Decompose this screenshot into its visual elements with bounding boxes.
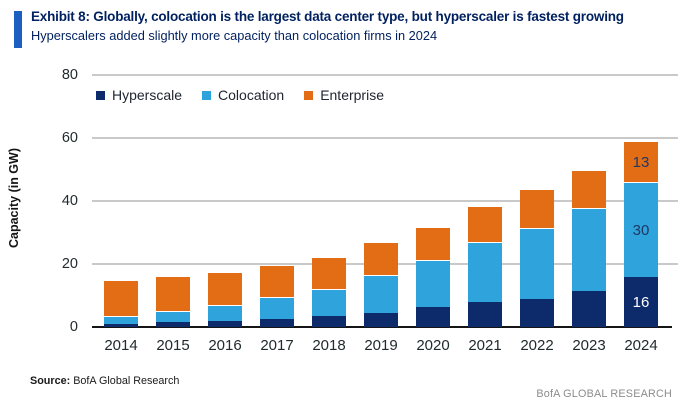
- x-axis-label-2024: 2024: [624, 337, 658, 354]
- x-axis-label-2018: 2018: [312, 337, 346, 354]
- legend-item-enterprise: Enterprise: [304, 87, 384, 103]
- x-axis-label-2015: 2015: [156, 337, 190, 354]
- source-label: Source:: [30, 375, 71, 387]
- bar-segment-hyperscale-2024-labeled: 16: [624, 277, 658, 327]
- gridline-40: [92, 200, 678, 202]
- bar-segment-hyperscale-2022: [520, 299, 554, 327]
- title-accent-bar: [14, 11, 22, 48]
- y-tick-label-20: 20: [61, 256, 78, 272]
- bar-segment-hyperscale-2018: [312, 316, 346, 327]
- bar-segment-hyperscale-2021: [468, 302, 502, 327]
- legend-label-hyperscale: Hyperscale: [112, 87, 183, 103]
- enterprise-swatch-icon: [304, 90, 314, 100]
- bar-segment-enterprise-2019: [364, 242, 398, 275]
- bar-segment-colocation-2020: [416, 260, 450, 307]
- bar-segment-colocation-2014: [104, 316, 138, 324]
- bar-segment-colocation-2021: [468, 242, 502, 302]
- bar-segment-colocation-2017: [260, 297, 294, 319]
- bar-segment-hyperscale-2015: [156, 322, 190, 327]
- bar-segment-enterprise-2020: [416, 227, 450, 260]
- gridline-60: [92, 137, 678, 139]
- bar-segment-hyperscale-2014: [104, 324, 138, 327]
- x-axis-label-2021: 2021: [468, 337, 502, 354]
- y-tick-label-80: 80: [61, 67, 78, 83]
- x-axis-line: [92, 326, 672, 328]
- colocation-swatch-icon: [202, 90, 212, 100]
- chart-legend: Hyperscale Colocation Enterprise: [96, 87, 384, 103]
- source-line: Source: BofA Global Research: [30, 375, 179, 387]
- bar-segment-hyperscale-2020: [416, 307, 450, 327]
- bar-segment-enterprise-2017: [260, 265, 294, 297]
- bar-segment-enterprise-2024-labeled: 13: [624, 141, 658, 182]
- y-tick-label-60: 60: [61, 130, 78, 146]
- bar-segment-hyperscale-2023: [572, 291, 606, 327]
- legend-item-hyperscale: Hyperscale: [96, 87, 182, 103]
- bar-segment-enterprise-2021: [468, 206, 502, 242]
- bar-segment-enterprise-2016: [208, 272, 242, 305]
- bar-segment-enterprise-2022: [520, 189, 554, 228]
- bar-segment-enterprise-2014: [104, 280, 138, 316]
- legend-item-colocation: Colocation: [202, 87, 284, 103]
- x-axis-label-2022: 2022: [520, 337, 554, 354]
- bar-segment-colocation-2015: [156, 311, 190, 322]
- x-axis-label-2014: 2014: [104, 337, 138, 354]
- bar-segment-enterprise-2015: [156, 276, 190, 311]
- y-axis-title: Capacity (in GW): [7, 148, 21, 249]
- bar-segment-enterprise-2018: [312, 257, 346, 289]
- bar-segment-colocation-2023: [572, 208, 606, 291]
- bar-segment-hyperscale-2017: [260, 319, 294, 327]
- y-tick-label-40: 40: [61, 193, 78, 209]
- source-text: BofA Global Research: [70, 375, 180, 387]
- bar-segment-colocation-2018: [312, 289, 346, 316]
- chart-title: Exhibit 8: Globally, colocation is the l…: [31, 9, 624, 24]
- bar-segment-colocation-2022: [520, 228, 554, 299]
- bar-segment-colocation-2024-labeled: 30: [624, 182, 658, 277]
- legend-label-colocation: Colocation: [218, 87, 285, 103]
- legend-label-enterprise: Enterprise: [320, 87, 384, 103]
- x-axis-label-2019: 2019: [364, 337, 398, 354]
- bar-segment-hyperscale-2019: [364, 313, 398, 327]
- hyperscale-swatch-icon: [96, 90, 105, 100]
- x-axis-label-2023: 2023: [572, 337, 606, 354]
- bar-segment-enterprise-2023: [572, 170, 606, 208]
- x-axis-label-2020: 2020: [416, 337, 450, 354]
- bar-segment-hyperscale-2016: [208, 321, 242, 327]
- y-tick-label-0: 0: [69, 319, 78, 335]
- bar-segment-colocation-2019: [364, 275, 398, 313]
- brand-footer: BofA GLOBAL RESEARCH: [536, 388, 672, 400]
- chart-subtitle: Hyperscalers added slightly more capacit…: [31, 28, 438, 43]
- gridline-80: [92, 74, 678, 76]
- x-axis-label-2016: 2016: [208, 337, 242, 354]
- x-axis-label-2017: 2017: [260, 337, 294, 354]
- bar-segment-colocation-2016: [208, 305, 242, 321]
